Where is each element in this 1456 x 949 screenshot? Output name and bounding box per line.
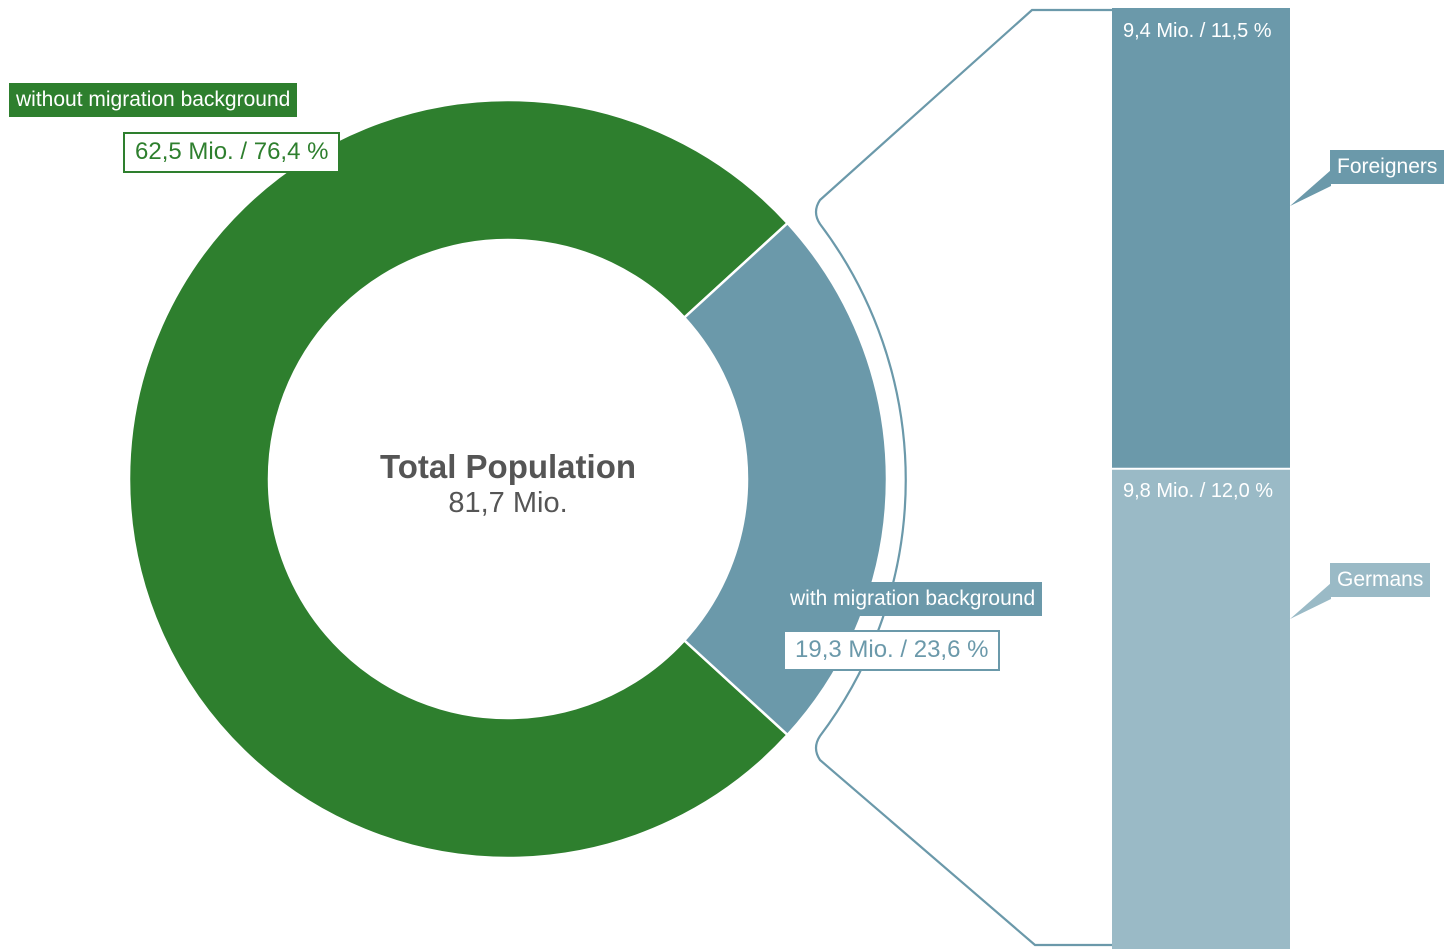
slice-value-with-migration: 19,3 Mio. / 23,6 % [783,630,1001,671]
slice-label-with-migration: with migration background [783,582,1043,616]
bar-value-foreigners: 9,4 Mio. / 11,5 % [1123,20,1272,42]
label-pointers [1290,170,1331,619]
bar-segment-germans [1112,468,1290,949]
center-value: 81,7 Mio. [448,487,568,519]
bar-segment-foreigners [1112,8,1290,469]
slice-without-migration [127,98,790,860]
center-label: Total Population 81,7 Mio. [308,448,708,522]
segment-label-germans: Germans [1330,563,1431,597]
center-title: Total Population [379,448,637,485]
segment-label-foreigners: Foreigners [1330,150,1445,184]
breakdown-bracket [814,8,1112,947]
pointer-foreigners [1290,170,1331,206]
pointer-germans [1290,583,1331,619]
bar-value-germans: 9,8 Mio. / 12,0 % [1123,480,1274,502]
slice-label-without-migration: without migration background [9,83,298,117]
breakdown-bar [1112,8,1290,949]
slice-value-without-migration: 62,5 Mio. / 76,4 % [123,132,341,173]
